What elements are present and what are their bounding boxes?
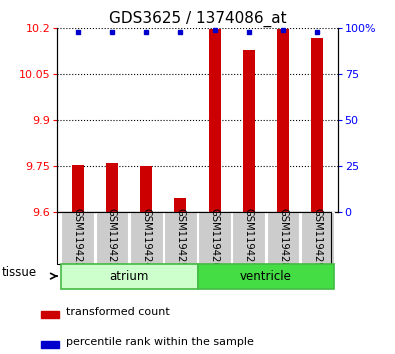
Bar [140,166,152,212]
Text: GSM119428: GSM119428 [278,208,288,268]
Text: GSM119423: GSM119423 [107,208,117,268]
Bar [41,341,59,348]
Bar [198,212,231,264]
Title: GDS3625 / 1374086_at: GDS3625 / 1374086_at [109,11,286,27]
Text: ventricle: ventricle [240,270,292,282]
Bar [277,29,289,212]
Text: GSM119424: GSM119424 [141,208,151,268]
Text: GSM119429: GSM119429 [312,208,322,268]
Text: percentile rank within the sample: percentile rank within the sample [66,337,254,347]
Bar [232,212,265,264]
Text: GSM119426: GSM119426 [210,208,220,268]
Text: atrium: atrium [109,270,149,282]
Bar [61,212,94,264]
Bar [243,50,255,212]
Bar [311,38,323,212]
Bar [61,264,198,289]
Bar [209,29,220,212]
Bar [72,165,84,212]
Text: tissue: tissue [2,266,37,279]
Bar [198,264,334,289]
Bar [267,212,299,264]
Bar [175,198,186,212]
Bar [164,212,197,264]
Bar [41,312,59,318]
Text: GSM119425: GSM119425 [175,208,185,268]
Bar [96,212,128,264]
Bar [301,212,334,264]
Text: GSM119427: GSM119427 [244,208,254,268]
Bar [130,212,163,264]
Text: GSM119422: GSM119422 [73,208,83,268]
Text: transformed count: transformed count [66,308,170,318]
Bar [106,163,118,212]
